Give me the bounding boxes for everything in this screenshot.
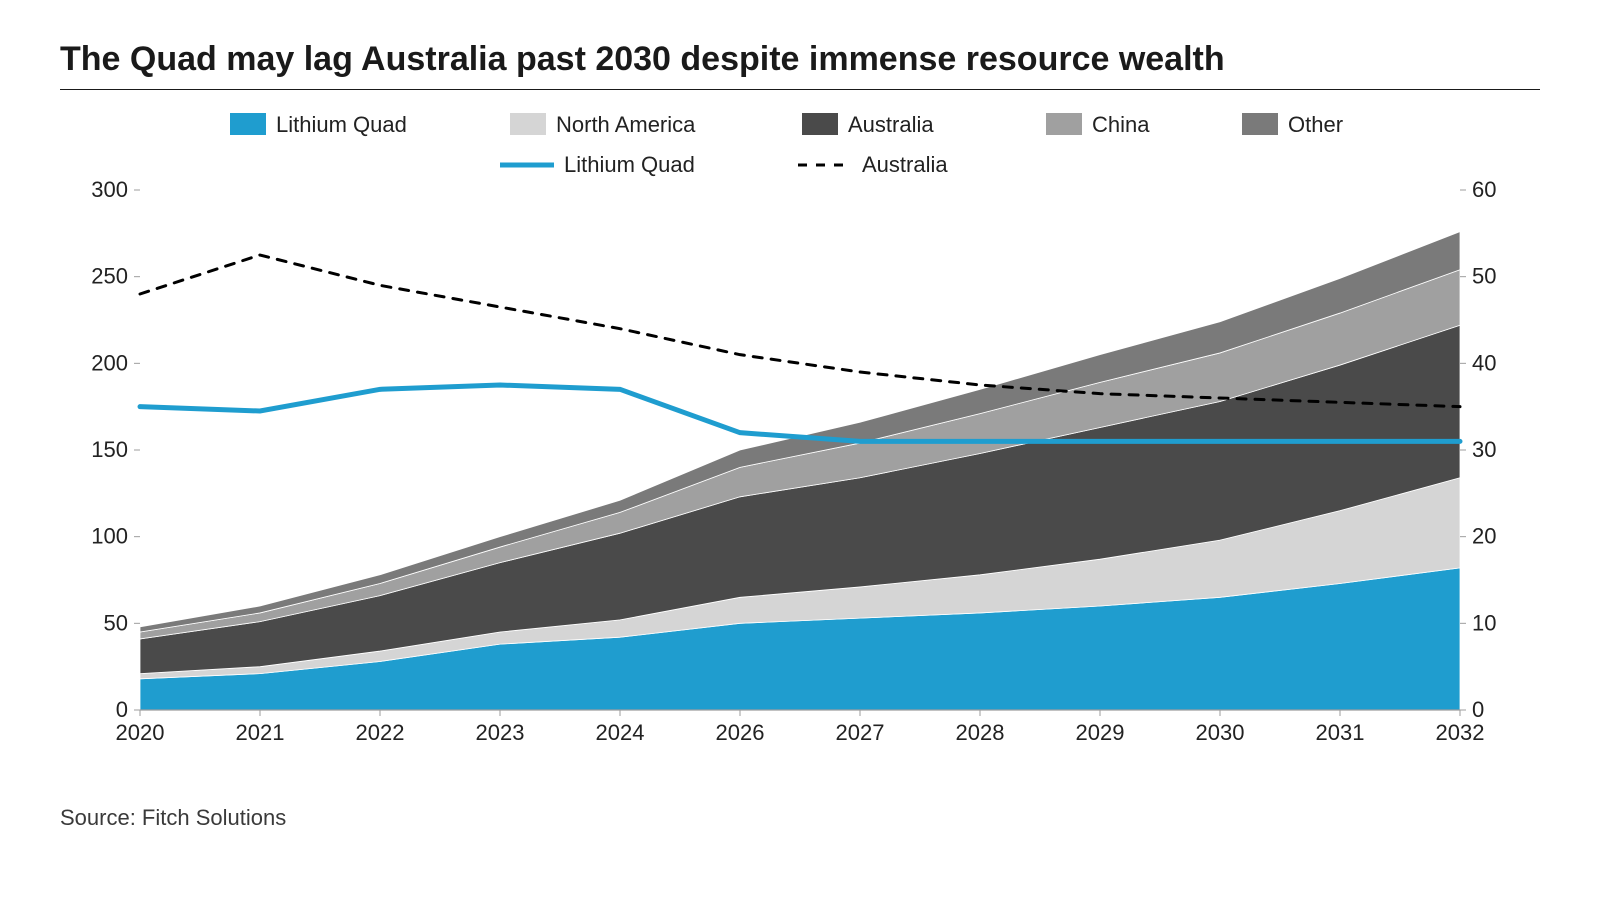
svg-text:2031: 2031	[1316, 720, 1365, 745]
svg-text:2028: 2028	[956, 720, 1005, 745]
svg-text:30: 30	[1472, 437, 1496, 462]
svg-text:2029: 2029	[1076, 720, 1125, 745]
svg-text:150: 150	[91, 437, 128, 462]
title-rule	[60, 89, 1540, 90]
svg-text:50: 50	[104, 610, 128, 635]
svg-text:Lithium Quad: Lithium Quad	[276, 112, 407, 137]
chart-title: The Quad may lag Australia past 2030 des…	[60, 40, 1540, 79]
svg-text:North America: North America	[556, 112, 696, 137]
svg-text:2024: 2024	[596, 720, 645, 745]
svg-text:200: 200	[91, 350, 128, 375]
svg-text:100: 100	[91, 524, 128, 549]
svg-text:250: 250	[91, 264, 128, 289]
source-text: Source: Fitch Solutions	[60, 805, 1540, 831]
svg-text:2030: 2030	[1196, 720, 1245, 745]
svg-text:2022: 2022	[356, 720, 405, 745]
svg-text:300: 300	[91, 177, 128, 202]
svg-text:0: 0	[1472, 697, 1484, 722]
svg-text:China: China	[1092, 112, 1150, 137]
svg-text:2020: 2020	[116, 720, 165, 745]
svg-text:10: 10	[1472, 610, 1496, 635]
svg-text:Australia: Australia	[848, 112, 934, 137]
svg-text:Lithium Quad: Lithium Quad	[564, 152, 695, 177]
svg-text:2023: 2023	[476, 720, 525, 745]
svg-text:40: 40	[1472, 350, 1496, 375]
svg-text:2026: 2026	[716, 720, 765, 745]
svg-text:2032: 2032	[1436, 720, 1485, 745]
svg-text:Australia: Australia	[862, 152, 948, 177]
svg-text:50: 50	[1472, 264, 1496, 289]
svg-text:20: 20	[1472, 524, 1496, 549]
svg-text:60: 60	[1472, 177, 1496, 202]
svg-text:0: 0	[116, 697, 128, 722]
svg-text:2021: 2021	[236, 720, 285, 745]
chart-area: Lithium Quad North America Australia China O…	[60, 105, 1540, 785]
svg-text:Other: Other	[1288, 112, 1343, 137]
chart-svg: Lithium Quad North America Australia China O…	[60, 105, 1540, 785]
svg-text:2027: 2027	[836, 720, 885, 745]
